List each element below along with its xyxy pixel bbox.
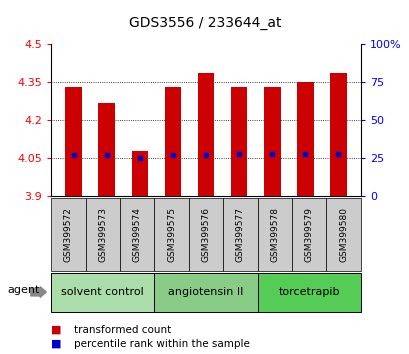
Text: GSM399572: GSM399572 <box>64 207 73 262</box>
Text: GSM399579: GSM399579 <box>304 207 313 262</box>
Text: torcetrapib: torcetrapib <box>278 287 339 297</box>
Text: GSM399573: GSM399573 <box>98 207 107 262</box>
Text: angiotensin II: angiotensin II <box>168 287 243 297</box>
Text: GSM399577: GSM399577 <box>235 207 244 262</box>
Bar <box>131 151 148 196</box>
Bar <box>297 82 313 196</box>
Text: solvent control: solvent control <box>61 287 144 297</box>
Bar <box>65 87 82 196</box>
Text: ■: ■ <box>51 339 62 349</box>
Text: transformed count: transformed count <box>74 325 171 335</box>
Text: GSM399576: GSM399576 <box>201 207 210 262</box>
Bar <box>263 87 280 196</box>
Text: GSM399574: GSM399574 <box>133 207 142 262</box>
Text: percentile rank within the sample: percentile rank within the sample <box>74 339 249 349</box>
Text: GDS3556 / 233644_at: GDS3556 / 233644_at <box>128 16 281 30</box>
Text: GSM399578: GSM399578 <box>270 207 279 262</box>
Bar <box>329 73 346 196</box>
Text: agent: agent <box>7 285 40 295</box>
Text: GSM399580: GSM399580 <box>338 207 347 262</box>
Text: GSM399575: GSM399575 <box>167 207 176 262</box>
Text: ■: ■ <box>51 325 62 335</box>
Bar <box>197 73 214 196</box>
Bar <box>164 87 181 196</box>
Bar <box>98 103 115 196</box>
Bar <box>230 87 247 196</box>
